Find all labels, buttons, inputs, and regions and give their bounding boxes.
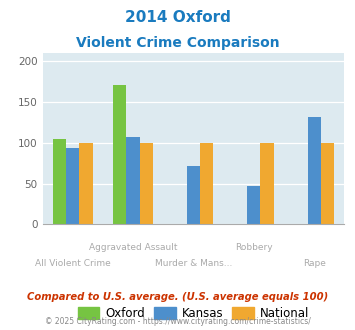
Text: Robbery: Robbery	[235, 243, 273, 251]
Bar	[307, 117, 321, 224]
Text: Murder & Mans...: Murder & Mans...	[155, 259, 232, 268]
Bar	[80, 143, 93, 224]
Text: © 2025 CityRating.com - https://www.cityrating.com/crime-statistics/: © 2025 CityRating.com - https://www.city…	[45, 317, 310, 326]
Bar	[126, 137, 140, 224]
Bar	[200, 143, 213, 224]
Text: Rape: Rape	[303, 259, 326, 268]
Text: Compared to U.S. average. (U.S. average equals 100): Compared to U.S. average. (U.S. average …	[27, 292, 328, 302]
Bar	[187, 166, 200, 224]
Bar	[261, 143, 274, 224]
Legend: Oxford, Kansas, National: Oxford, Kansas, National	[73, 302, 314, 325]
Text: All Violent Crime: All Violent Crime	[35, 259, 111, 268]
Bar	[113, 85, 126, 224]
Text: 2014 Oxford: 2014 Oxford	[125, 10, 230, 25]
Bar	[53, 139, 66, 224]
Bar	[140, 143, 153, 224]
Text: Violent Crime Comparison: Violent Crime Comparison	[76, 36, 279, 50]
Bar	[247, 186, 261, 224]
Bar	[66, 148, 80, 224]
Bar	[321, 143, 334, 224]
Text: Aggravated Assault: Aggravated Assault	[89, 243, 178, 251]
